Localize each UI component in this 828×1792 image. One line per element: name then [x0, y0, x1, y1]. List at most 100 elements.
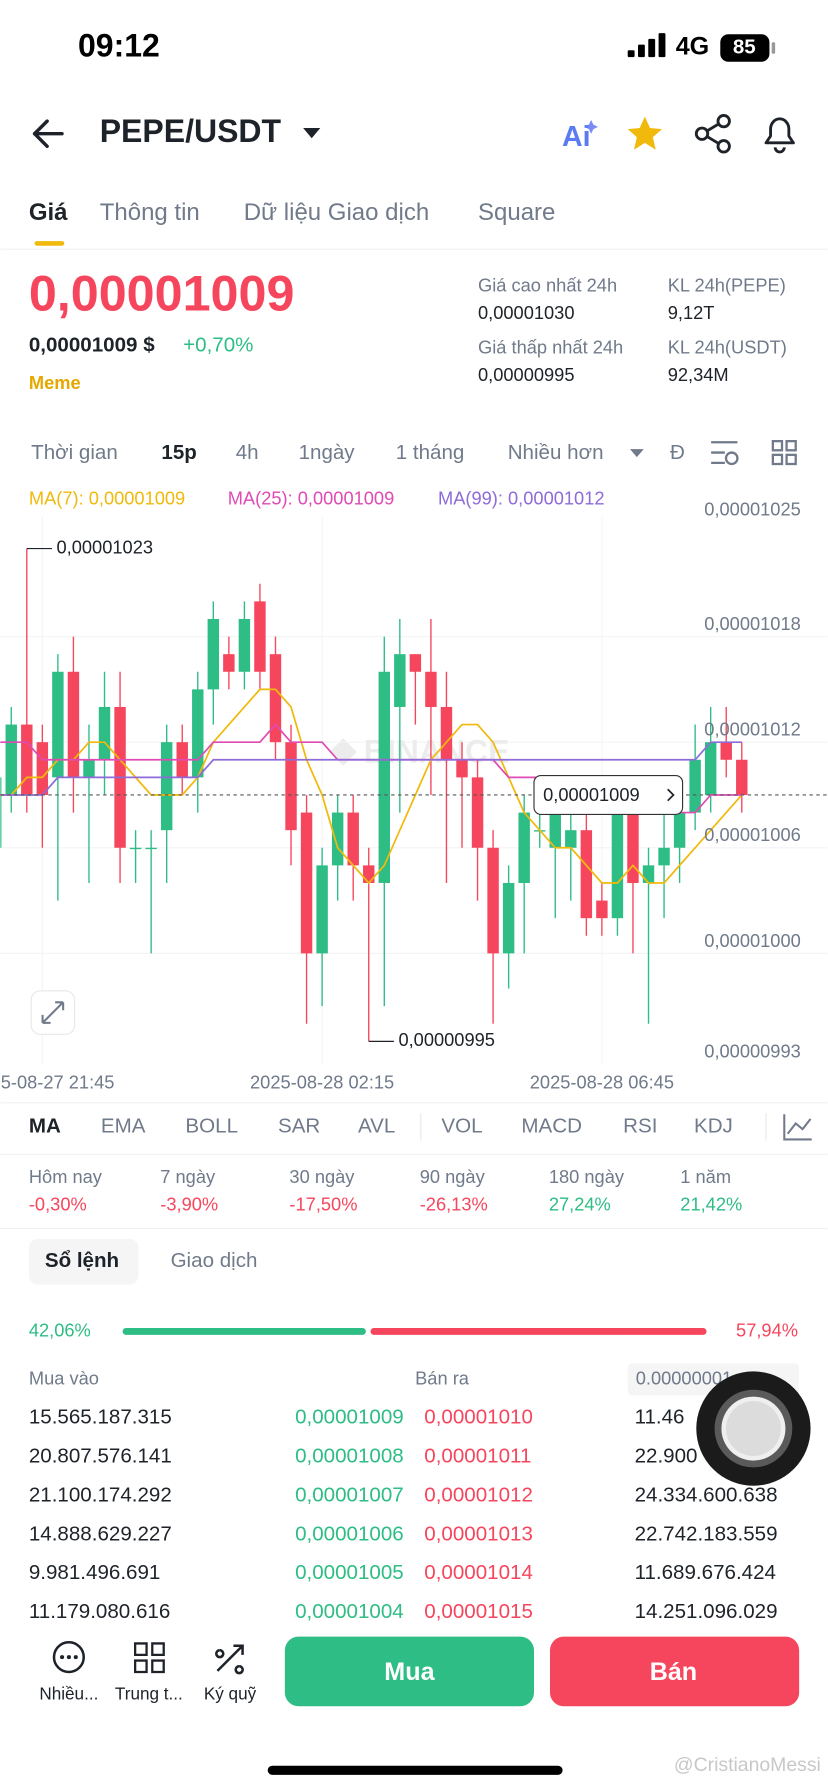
indicator-tab[interactable]: MA [29, 1114, 61, 1137]
interval-option[interactable]: 1ngày [299, 441, 356, 464]
indicator-tab[interactable]: MACD [521, 1114, 582, 1137]
period-label: Hôm nay [29, 1166, 103, 1187]
pair-dropdown[interactable] [303, 128, 321, 139]
expand-button[interactable] [30, 990, 76, 1035]
page-tab[interactable]: Thông tin [100, 199, 200, 226]
orderbook-tab[interactable]: Sổ lệnh [45, 1249, 119, 1272]
indicator-tab[interactable]: RSI [623, 1114, 657, 1137]
indicator-tab[interactable]: VOL [441, 1114, 482, 1137]
bid-price: 0,00001006 [295, 1522, 404, 1545]
candle-body [238, 618, 251, 672]
chart-settings-button[interactable] [711, 441, 739, 466]
ask-quantity: 11.689.676.424 [635, 1561, 776, 1584]
period-change: -3,90% [160, 1194, 218, 1215]
sell-button[interactable] [550, 1636, 800, 1707]
interval-option[interactable]: 15p [161, 441, 196, 464]
favorite-button[interactable] [627, 116, 662, 150]
ask-quantity: 24.334.600.638 [635, 1483, 778, 1506]
ma-line [0, 741, 742, 796]
battery-tip [771, 42, 776, 54]
candle-body [673, 812, 686, 848]
indicator-settings-button[interactable] [783, 1114, 812, 1141]
legend-entry: MA(99): 0,00001012 [438, 487, 605, 508]
ai-button[interactable]: Ai [562, 121, 591, 153]
candle-body [658, 847, 670, 866]
category-tag: Meme [29, 372, 81, 393]
buy-button[interactable] [284, 1636, 534, 1707]
orderbook-tab[interactable]: Giao dịch [171, 1249, 258, 1272]
page-tab[interactable]: Giá [29, 199, 68, 226]
candle-body [160, 742, 173, 831]
period-label: 90 ngày [420, 1166, 486, 1187]
precision-value: 0.00000001 [636, 1367, 733, 1388]
candle-body [736, 759, 748, 795]
indicator-tab[interactable]: EMA [101, 1114, 146, 1137]
active-tab-indicator [34, 241, 65, 246]
bottom-nav-item[interactable]: Nhiều... [39, 1683, 98, 1703]
indicator-tab[interactable]: SAR [278, 1114, 320, 1137]
x-tick-label: 2025-08-27 21:45 [0, 1071, 114, 1092]
usd-price: 0,00001009 $ [29, 334, 155, 357]
interval-option[interactable]: 1 tháng [396, 441, 465, 464]
page-tab[interactable]: Square [478, 199, 555, 226]
candle-body [720, 742, 732, 760]
period-label: 180 ngày [549, 1166, 625, 1187]
layout-cell [771, 453, 784, 466]
candle-body [285, 742, 297, 831]
stat-value: 92,34M [668, 364, 729, 385]
ask-quantity: 22.742.183.559 [635, 1522, 778, 1545]
last-price-box[interactable] [533, 774, 684, 815]
bid-quantity: 9.981.496.691 [29, 1561, 161, 1584]
floating-core [726, 1401, 781, 1456]
page-tab[interactable]: Dữ liệu Giao dịch [244, 199, 429, 226]
indicator-tab[interactable]: KDJ [694, 1114, 733, 1137]
period-change: -0,30% [29, 1194, 87, 1215]
candle-body [331, 812, 344, 866]
candle-body [704, 742, 717, 795]
candle-body [83, 759, 95, 778]
interval-option[interactable]: Đ [670, 441, 685, 464]
candle-body [596, 900, 608, 919]
status-time: 09:12 [78, 27, 160, 63]
candle-body [254, 601, 266, 672]
active-orderbook-tab[interactable] [28, 1238, 139, 1285]
interval-option[interactable]: Nhiều hơn [508, 441, 604, 464]
bid-quantity: 15.565.187.315 [29, 1406, 172, 1429]
candle-body [192, 689, 204, 778]
buy-ratio-label: 42,06% [29, 1319, 91, 1340]
bottom-nav-item[interactable]: Ký quỹ [204, 1683, 257, 1703]
candle-body [502, 882, 515, 954]
indicator-tab[interactable]: AVL [358, 1114, 395, 1137]
indicator-tab[interactable]: BOLL [185, 1114, 238, 1137]
candle-body [98, 706, 111, 760]
share-button[interactable] [694, 114, 731, 154]
candle-body [347, 812, 359, 866]
buy-ratio-bar [122, 1328, 366, 1335]
bid-quantity: 20.807.576.141 [29, 1445, 172, 1468]
layout-cell [785, 453, 797, 466]
candle-body [580, 830, 593, 919]
candle-body [300, 812, 313, 954]
bottom-nav-item[interactable]: Trung t... [115, 1683, 183, 1703]
settings-lines [711, 441, 738, 464]
bid-price: 0,00001009 [295, 1406, 404, 1429]
signal-bar [658, 33, 666, 58]
stat-value: 9,12T [668, 302, 715, 323]
high-label: 0,00001023 [57, 536, 154, 557]
x-tick-label: 2025-08-28 06:45 [530, 1071, 674, 1092]
candle-body [5, 724, 17, 795]
bid-price: 0,00001005 [295, 1561, 404, 1584]
back-button[interactable] [32, 119, 64, 148]
interval-option[interactable]: Thời gian [31, 441, 118, 464]
stat-value: 0,00001030 [478, 302, 575, 323]
more-dropdown[interactable] [630, 449, 644, 458]
ask-header: Bán ra [415, 1367, 470, 1388]
candle-body [269, 654, 282, 743]
signal-bar [627, 50, 635, 58]
interval-option[interactable]: 4h [236, 441, 259, 464]
expand-arrows [41, 1001, 65, 1024]
bell-body [764, 117, 795, 145]
alert-button[interactable] [764, 117, 795, 154]
layout-button[interactable] [771, 439, 797, 466]
